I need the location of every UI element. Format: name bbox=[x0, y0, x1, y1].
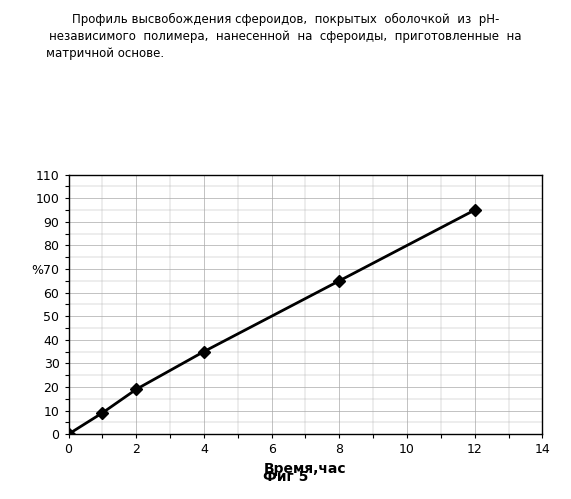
Text: независимого  полимера,  нанесенной  на  сфероиды,  приготовленные  на: независимого полимера, нанесенной на сфе… bbox=[49, 30, 522, 43]
Text: матричной основе.: матричной основе. bbox=[46, 47, 164, 60]
Text: Профиль высвобождения сфероидов,  покрытых  оболочкой  из  рН-: Профиль высвобождения сфероидов, покрыты… bbox=[72, 12, 499, 25]
X-axis label: Время,час: Время,час bbox=[264, 462, 347, 476]
Text: Фиг 5: Фиг 5 bbox=[263, 470, 308, 484]
